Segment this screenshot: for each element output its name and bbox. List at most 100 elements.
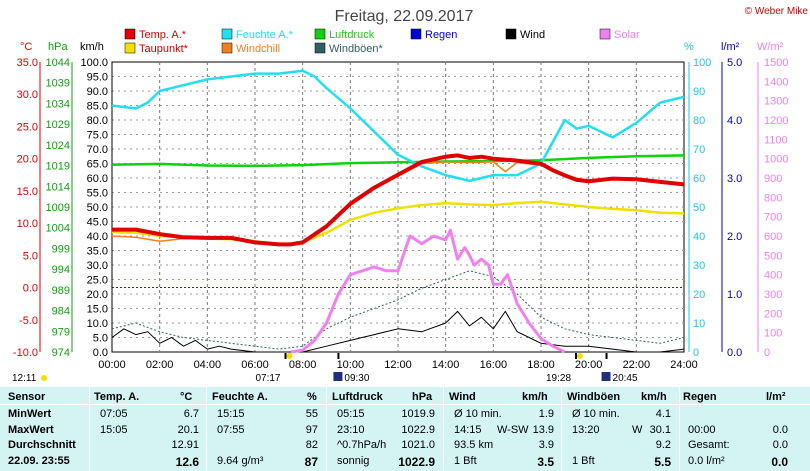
legend-swatch (410, 28, 422, 40)
pressure-tick: 1004 (46, 223, 70, 235)
humidity-tick: 60 (693, 173, 705, 185)
x-tick-label: 22:00 (623, 359, 651, 371)
legend-label: Temp. A.* (139, 29, 187, 41)
cell-label: 22.09. 23:55 (8, 454, 70, 467)
cell-wind-val: 3.9 (538, 439, 554, 451)
series-line-windben (111, 270, 685, 350)
solar-tick: 1500 (764, 57, 788, 69)
cell-boen-b: W (632, 423, 643, 436)
series-line-feuchtea (111, 69, 685, 183)
wind-tick: 40.0 (87, 231, 108, 243)
cell-wind-val: 3.5 (537, 454, 554, 469)
cell-feuchte-time: 07:55 (217, 423, 245, 436)
pressure-tick: 974 (52, 347, 70, 359)
event-marker (605, 353, 608, 359)
cell-boen-a: Ø 10 min. (572, 408, 620, 420)
temp-tick: 15.0 (17, 186, 38, 198)
wind-tick: 0.0 (93, 347, 108, 359)
x-tick-label: 08:00 (289, 359, 317, 371)
pressure-tick: 1019 (46, 161, 70, 173)
cell-regen-val: 0.0 (772, 423, 788, 436)
rain-tick: 4.0 (727, 115, 742, 127)
pressure-tick: 1024 (46, 140, 70, 152)
x-tick-label: 18:00 (527, 359, 555, 371)
cell-temp-val: 6.7 (183, 408, 199, 420)
solar-tick: 0 (764, 347, 770, 359)
wind-tick: 55.0 (87, 188, 108, 200)
legend-label: Luftdruck (329, 29, 375, 41)
pressure-unit: hPa (48, 41, 68, 53)
humidity-tick: 90 (693, 86, 705, 98)
solar-tick: 300 (764, 289, 782, 301)
sunrise-icon (286, 353, 293, 359)
cell-druck-val: 1021.0 (401, 439, 435, 451)
event-time: 07:17 (255, 373, 280, 384)
series-line-solar (290, 228, 566, 354)
chart-title: Freitag, 22.09.2017 (335, 8, 474, 25)
wind-tick: 35.0 (87, 246, 108, 258)
header-luftdruck: Luftdruck (332, 391, 383, 403)
temp-tick: 10.0 (17, 218, 38, 230)
wind-tick: 60.0 (87, 173, 108, 185)
cell-regen-a: 0.0 l/m² (688, 454, 725, 467)
cell-boen-val: 30.1 (649, 423, 671, 436)
solar-tick: 800 (764, 192, 782, 204)
pressure-tick: 1009 (46, 202, 70, 214)
humidity-unit: % (684, 41, 694, 53)
solar-tick: 900 (764, 173, 782, 185)
rain-unit: l/m² (721, 41, 740, 53)
humidity-tick: 30 (693, 260, 705, 272)
wind-tick: 95.0 (87, 72, 108, 84)
header-wind-unit: km/h (522, 391, 548, 403)
header-windboen-unit: km/h (641, 391, 667, 403)
cell-boen-val: 4.1 (655, 408, 671, 420)
pressure-tick: 1029 (46, 119, 70, 131)
cell-wind-val: 1.9 (538, 408, 554, 420)
x-tick-label: 02:00 (146, 359, 174, 371)
header-regen: Regen (683, 391, 717, 403)
rain-tick: 5.0 (727, 57, 742, 69)
x-tick-label: 12:00 (384, 359, 412, 371)
wind-tick: 75.0 (87, 130, 108, 142)
header-sensor: Sensor (8, 391, 46, 403)
legend-label: Windchill (236, 43, 280, 55)
solar-tick: 1300 (764, 96, 788, 108)
legend-label: Taupunkt* (139, 43, 189, 55)
table-row: Durchschnitt 12.91 82 ^0.7hPa/h 1021.0 93.5 k… (0, 439, 810, 453)
x-tick-label: 24:00 (670, 359, 698, 371)
solar-tick: 100 (764, 328, 782, 340)
header-wind: Wind (449, 391, 476, 403)
solar-tick: 400 (764, 270, 782, 282)
cell-label: Durchschnitt (8, 439, 76, 451)
header-feuchte: Feuchte A. (212, 391, 268, 403)
temp-unit: °C (20, 41, 32, 53)
humidity-tick: 40 (693, 231, 705, 243)
legend-label: Solar (614, 29, 640, 41)
credit: © Weber Mike (745, 6, 809, 17)
solar-tick: 1200 (764, 115, 788, 127)
event-marker (337, 353, 340, 359)
humidity-tick: 70 (693, 144, 705, 156)
table-row: 22.09. 23:55 12.6 9.64 g/m³ 87 sonnig 1022.9 1… (0, 455, 810, 469)
header-temp: Temp. A. (94, 391, 140, 403)
rain-tick: 2.0 (727, 231, 742, 243)
table-header: Sensor Temp. A. °C Feuchte A. % Luftdruc… (0, 391, 810, 405)
solar-unit: W/m² (757, 41, 784, 53)
x-tick-label: 10:00 (337, 359, 365, 371)
legend-swatch (124, 28, 136, 40)
cell-wind-b: W-SW (497, 423, 529, 436)
table-row: MinWert 07:05 6.7 15:15 55 05:15 1019.9 Ø 10 mi… (0, 408, 810, 422)
cell-temp-val: 12.91 (171, 439, 199, 451)
cell-feuchte-val: 55 (305, 408, 318, 420)
x-tick-label: 20:00 (575, 359, 603, 371)
cell-temp-time: 07:05 (100, 408, 128, 420)
cell-temp-val: 20.1 (177, 423, 199, 436)
moonrise-icon (333, 372, 343, 381)
table-row: MaxWert 15:05 20.1 07:55 97 23:10 1022.9 14:15 W… (0, 424, 810, 438)
event-marker (575, 353, 578, 359)
rain-tick: 3.0 (727, 173, 742, 185)
cell-druck-time: 05:15 (337, 408, 365, 420)
moonset-icon (601, 372, 611, 381)
cell-feuchte-val: 97 (305, 423, 318, 436)
wind-tick: 70.0 (87, 144, 108, 156)
